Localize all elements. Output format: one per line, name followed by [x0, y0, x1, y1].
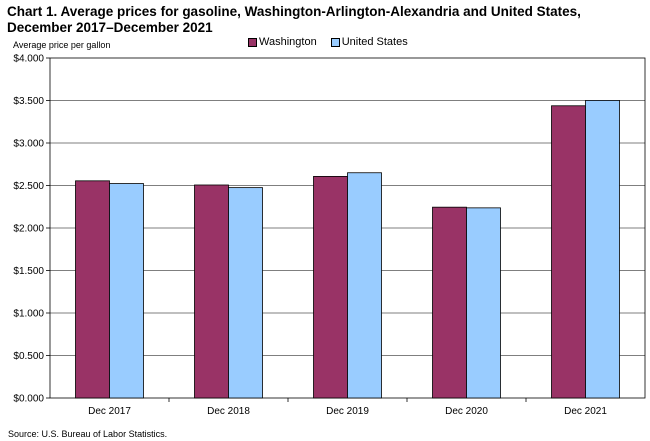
- bar-washington-dec-2018: [194, 184, 229, 399]
- source-note: Source: U.S. Bureau of Labor Statistics.: [8, 429, 168, 439]
- bar-united-states-dec-2017: [109, 183, 144, 399]
- y-tick-label: $3.000: [13, 139, 44, 150]
- y-axis-label: Average price per gallon: [13, 40, 111, 50]
- bar-united-states-dec-2018: [228, 187, 263, 399]
- x-tick-label: Dec 2018: [207, 406, 250, 417]
- chart-title: Chart 1. Average prices for gasoline, Wa…: [7, 4, 581, 35]
- bar-united-states-dec-2019: [347, 172, 382, 399]
- bar-united-states-dec-2020: [466, 207, 501, 399]
- legend: Washington United States: [248, 36, 422, 48]
- legend-label-washington: Washington: [259, 36, 317, 48]
- y-tick-label: $0.500: [13, 351, 44, 362]
- y-tick-label: $1.000: [13, 309, 44, 320]
- x-tick-label: Dec 2017: [88, 406, 131, 417]
- y-tick-label: $2.500: [13, 181, 44, 192]
- y-tick-label: $1.500: [13, 266, 44, 277]
- x-tick-label: Dec 2020: [445, 406, 488, 417]
- legend-item-united-states: United States: [330, 36, 408, 48]
- x-tick-label: Dec 2019: [326, 406, 369, 417]
- y-tick-label: $2.000: [13, 224, 44, 235]
- bar-washington-dec-2017: [75, 180, 110, 399]
- bar-washington-dec-2020: [432, 206, 467, 399]
- bar-washington-dec-2019: [313, 176, 348, 399]
- legend-swatch-washington: [248, 37, 257, 47]
- bar-united-states-dec-2021: [585, 100, 620, 399]
- y-tick-label: $0.000: [13, 394, 44, 405]
- legend-label-united-states: United States: [341, 36, 408, 48]
- y-tick-label: $3.500: [13, 96, 44, 107]
- legend-item-washington: Washington: [248, 36, 317, 48]
- x-tick-label: Dec 2021: [564, 406, 607, 417]
- bar-washington-dec-2021: [551, 105, 586, 399]
- y-tick-label: $4.000: [13, 54, 44, 65]
- legend-swatch-united-states: [330, 37, 340, 47]
